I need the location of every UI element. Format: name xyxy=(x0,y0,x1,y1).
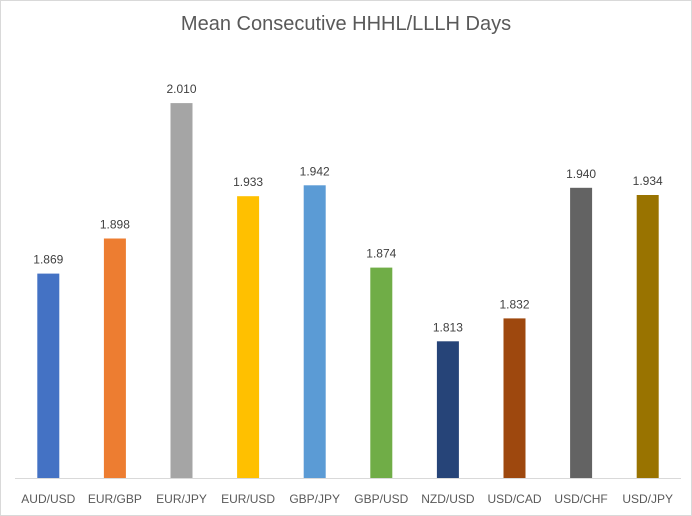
bar-gbp-usd xyxy=(370,267,393,478)
data-label: 1.934 xyxy=(633,174,663,188)
data-label: 1.898 xyxy=(100,218,130,232)
bar-usd-cad xyxy=(503,318,526,478)
bar-aud-usd xyxy=(37,273,60,478)
x-tick-label: GBP/JPY xyxy=(289,492,340,506)
data-label: 1.869 xyxy=(33,253,63,267)
bar-eur-jpy xyxy=(170,103,193,478)
x-tick-label: EUR/USD xyxy=(221,492,275,506)
bar-nzd-usd xyxy=(436,341,459,478)
bar-usd-jpy xyxy=(636,195,659,478)
data-label: 1.933 xyxy=(233,175,263,189)
x-tick-label: USD/JPY xyxy=(622,492,673,506)
data-label: 1.942 xyxy=(300,164,330,178)
bar-eur-gbp xyxy=(103,238,126,478)
chart-title: Mean Consecutive HHHL/LLLH Days xyxy=(180,13,512,35)
x-tick-label: GBP/USD xyxy=(354,492,408,506)
data-label: 2.010 xyxy=(166,82,196,96)
x-tick-label: NZD/USD xyxy=(421,492,475,506)
data-label: 1.874 xyxy=(366,247,396,261)
bar-usd-chf xyxy=(570,187,593,479)
x-tick-label: EUR/JPY xyxy=(156,492,207,506)
data-label: 1.940 xyxy=(566,167,596,181)
x-tick-label: EUR/GBP xyxy=(88,492,142,506)
data-label: 1.832 xyxy=(499,297,529,311)
bar-eur-usd xyxy=(237,196,260,478)
data-label: 1.813 xyxy=(433,320,463,334)
x-tick-label: AUD/USD xyxy=(21,492,75,506)
x-tick-label: USD/CHF xyxy=(554,492,607,506)
bar-gbp-jpy xyxy=(303,185,326,479)
x-tick-label: USD/CAD xyxy=(487,492,541,506)
